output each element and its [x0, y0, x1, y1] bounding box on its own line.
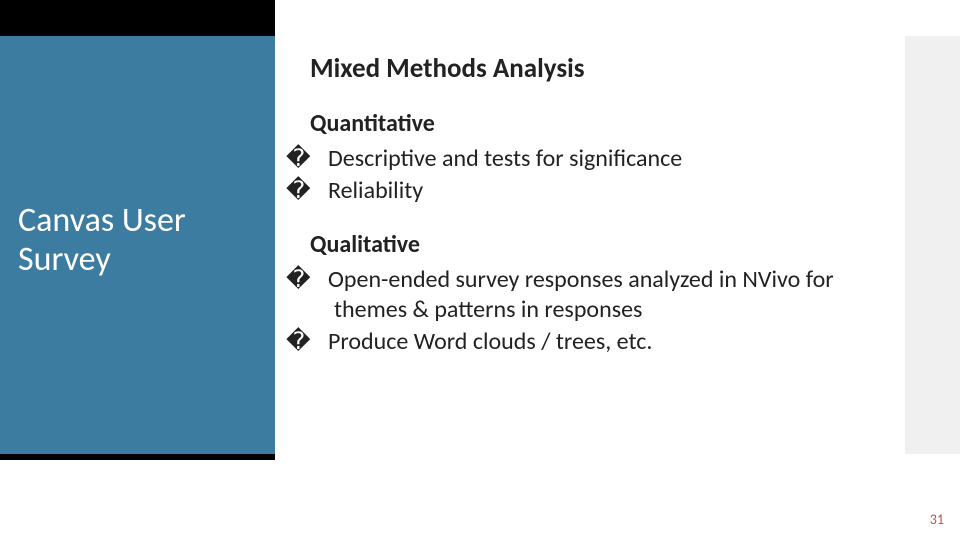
list-item: �Produce Word clouds / trees, etc. — [310, 327, 900, 357]
page-title: Mixed Methods Analysis — [310, 52, 900, 85]
bullet-icon: � — [310, 176, 328, 206]
list-item: �Open-ended survey responses analyzed in… — [310, 265, 900, 325]
bullet-icon: � — [310, 265, 328, 295]
section-heading-qualitative: Qualitative — [310, 230, 900, 259]
sidebar-title: Canvas User Survey — [18, 201, 257, 279]
list-item-text: Open-ended survey responses analyzed in … — [328, 265, 834, 324]
slide: Canvas User Survey Mixed Methods Analysi… — [0, 0, 960, 540]
bullet-list-quantitative: �Descriptive and tests for significance … — [310, 144, 900, 206]
bullet-icon: � — [310, 327, 328, 357]
section-heading-quantitative: Quantitative — [310, 109, 900, 138]
content-area: Mixed Methods Analysis Quantitative �Des… — [310, 52, 900, 381]
bullet-list-qualitative: �Open-ended survey responses analyzed in… — [310, 265, 900, 357]
right-light-rect — [905, 36, 960, 454]
list-item-text: Reliability — [328, 176, 423, 205]
page-number: 31 — [930, 511, 944, 528]
list-item: �Descriptive and tests for significance — [310, 144, 900, 174]
list-item: �Reliability — [310, 176, 900, 206]
bullet-icon: � — [310, 144, 328, 174]
list-item-text: Descriptive and tests for significance — [328, 144, 682, 173]
sidebar: Canvas User Survey — [0, 30, 275, 450]
list-item-text: Produce Word clouds / trees, etc. — [328, 327, 652, 356]
